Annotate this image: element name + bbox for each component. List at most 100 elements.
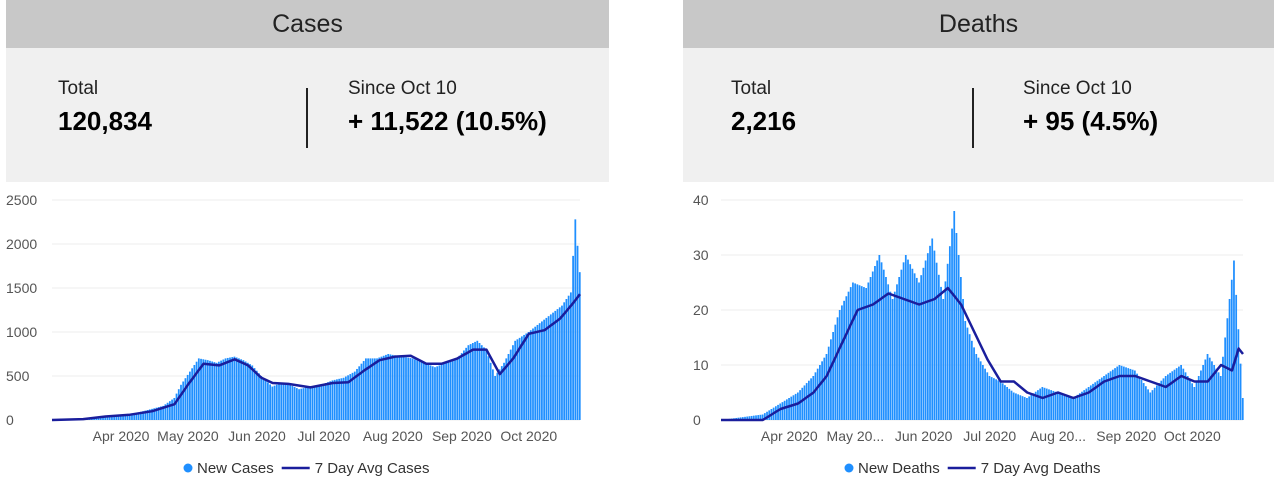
cases-bar — [507, 354, 510, 420]
deaths-bar — [979, 361, 982, 420]
deaths-bar — [1219, 376, 1222, 420]
deaths-bar — [860, 286, 863, 420]
deaths-bar — [845, 296, 848, 420]
cases-bar — [434, 367, 436, 420]
deaths-bar — [896, 284, 898, 420]
cases-bar — [393, 355, 396, 420]
deaths-bar — [746, 416, 749, 420]
deaths-bar — [951, 228, 953, 420]
deaths-bar — [843, 300, 845, 420]
cases-total-value: 120,834 — [58, 106, 152, 136]
deaths-bar — [937, 274, 940, 420]
deaths-bar — [821, 361, 823, 420]
cases-bar — [398, 356, 401, 420]
cases-bar — [509, 349, 512, 420]
deaths-bar — [924, 260, 927, 420]
cases-bar — [273, 385, 276, 420]
cases-since-label: Since Oct 10 — [348, 78, 457, 99]
deaths-bar — [1211, 361, 1213, 420]
deaths-bar — [882, 269, 885, 420]
cases-bar — [164, 404, 167, 420]
deaths-bar — [836, 317, 839, 420]
deaths-bar — [1167, 374, 1169, 420]
deaths-bar — [893, 291, 896, 420]
deaths-bar — [852, 282, 854, 420]
cases-y-tick-label: 1000 — [6, 324, 37, 340]
cases-bar — [115, 414, 118, 420]
deaths-bar — [1213, 365, 1216, 420]
cases-bar — [358, 366, 361, 420]
deaths-bar — [931, 238, 934, 420]
deaths-bar — [1089, 385, 1092, 420]
deaths-bar — [962, 299, 964, 420]
deaths-bar — [1092, 383, 1094, 420]
deaths-bar — [744, 416, 746, 420]
deaths-x-tick-label: May 20... — [827, 428, 885, 444]
deaths-bar — [977, 357, 980, 420]
deaths-bar — [999, 381, 1002, 420]
cases-bar — [289, 384, 292, 420]
cases-bar — [371, 358, 374, 420]
deaths-bar — [1241, 398, 1244, 420]
cases-bar — [126, 413, 129, 420]
deaths-bar — [785, 399, 788, 421]
deaths-bar — [1019, 395, 1022, 420]
cases-stats: Total 120,834 Since Oct 10 + 11,522 (10.… — [6, 48, 609, 182]
cases-bar — [153, 408, 156, 420]
cases-bar — [113, 415, 116, 420]
cases-bar — [151, 408, 153, 420]
deaths-bar — [1052, 390, 1055, 420]
cases-total-label: Total — [58, 78, 99, 99]
cases-bar — [516, 339, 519, 420]
deaths-bar — [918, 282, 920, 420]
deaths-bar — [1063, 394, 1066, 420]
deaths-bar — [796, 392, 799, 420]
deaths-bar — [1173, 369, 1176, 420]
cases-bar — [552, 312, 554, 420]
deaths-bar — [948, 246, 951, 420]
cases-bar — [327, 382, 329, 420]
deaths-since-value: + 95 (4.5%) — [1023, 106, 1159, 136]
cases-bar — [233, 356, 236, 420]
deaths-bar — [1017, 394, 1019, 420]
deaths-bar — [1204, 359, 1207, 420]
cases-bar — [389, 354, 392, 420]
deaths-bar — [995, 379, 997, 420]
cases-bar — [407, 357, 410, 420]
deaths-bar — [841, 305, 843, 420]
deaths-x-tick-label: Oct 2020 — [1164, 428, 1221, 444]
cases-bar — [438, 365, 441, 420]
deaths-bar — [854, 283, 857, 420]
deaths-bar — [1133, 370, 1136, 420]
deaths-bar — [1023, 397, 1026, 420]
deaths-bar — [1021, 396, 1024, 420]
deaths-panel: Deaths Total 2,216 Since Oct 10 + 95 (4.… — [683, 0, 1274, 500]
deaths-bar — [935, 262, 938, 420]
deaths-bar — [1034, 391, 1037, 420]
deaths-bar — [779, 403, 782, 420]
deaths-bar — [988, 376, 991, 420]
deaths-bar — [1144, 386, 1147, 420]
cases-bar — [291, 385, 294, 420]
deaths-bar — [1001, 383, 1004, 420]
cases-bar — [242, 360, 245, 420]
cases-bar — [304, 387, 307, 420]
deaths-bar — [889, 291, 892, 420]
deaths-bar — [1006, 387, 1008, 420]
deaths-bar — [1026, 398, 1028, 420]
deaths-bar — [1127, 368, 1130, 420]
cases-bar — [195, 361, 198, 420]
cases-bar — [189, 371, 191, 420]
deaths-bar — [942, 299, 945, 420]
cases-bar — [298, 389, 300, 420]
deaths-bar — [1056, 392, 1059, 420]
cases-bar — [157, 407, 160, 420]
cases-bar — [569, 292, 572, 420]
cases-x-tick-label: Aug 2020 — [363, 428, 423, 444]
cases-bar — [578, 272, 581, 420]
cases-bar — [558, 307, 561, 420]
cases-bar — [197, 358, 200, 420]
cases-bar — [204, 359, 207, 420]
deaths-x-tick-label: Sep 2020 — [1096, 428, 1156, 444]
cases-bar — [561, 305, 563, 420]
